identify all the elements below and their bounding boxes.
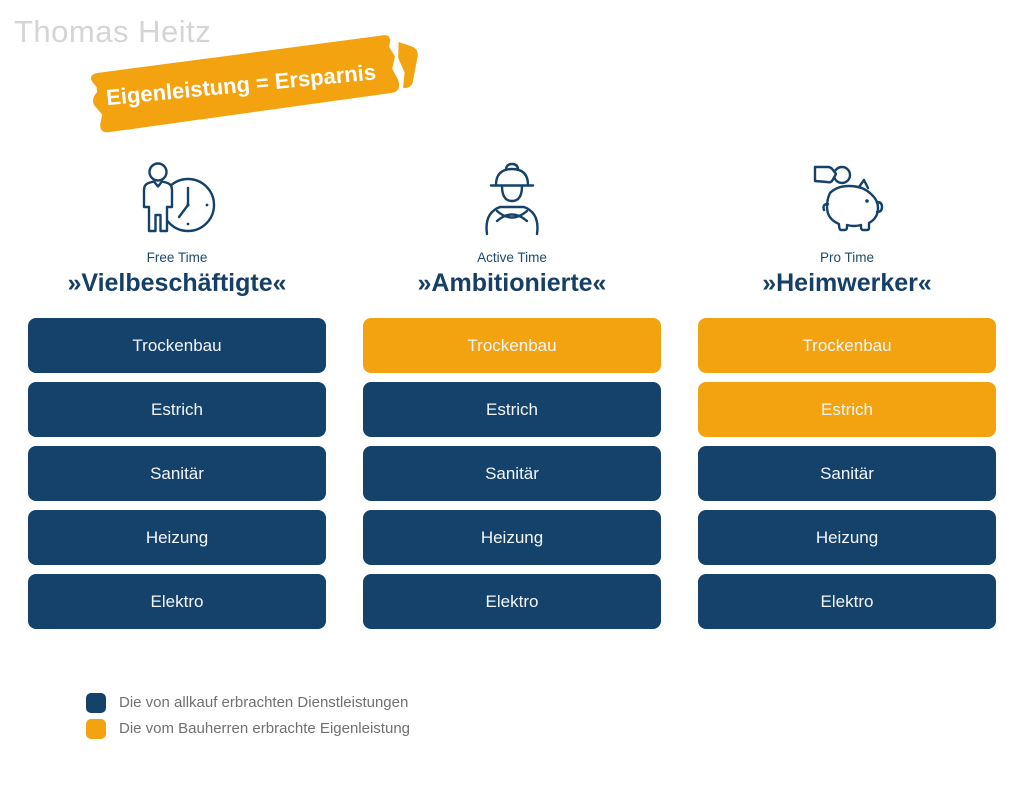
construction-worker-icon bbox=[472, 158, 552, 238]
bar-label: Trockenbau bbox=[802, 335, 892, 355]
legend-swatch-own bbox=[86, 719, 106, 739]
bar-sanitaer: Sanitär bbox=[363, 446, 661, 501]
bar-label: Estrich bbox=[151, 399, 203, 419]
persona-title: »Vielbeschäftigte« bbox=[67, 269, 287, 297]
time-label: Active Time bbox=[477, 250, 547, 265]
bar-heizung: Heizung bbox=[28, 510, 326, 565]
bar-label: Estrich bbox=[486, 399, 538, 419]
bar-elektro: Elektro bbox=[698, 574, 996, 629]
legend-label-own-work: Die vom Bauherren erbrachte Eigenleistun… bbox=[119, 720, 410, 737]
headline-banner: Eigenleistung = Ersparnis bbox=[81, 30, 427, 138]
bar-label: Heizung bbox=[145, 527, 209, 547]
bar-label: Trockenbau bbox=[467, 335, 557, 355]
bar-trockenbau: Trockenbau bbox=[698, 318, 996, 373]
time-label: Free Time bbox=[146, 250, 208, 265]
watermark: Thomas Heitz bbox=[14, 14, 212, 49]
bar-elektro: Elektro bbox=[363, 574, 661, 629]
legend-swatch-service bbox=[86, 693, 106, 713]
bar-stack: Trockenbau Estrich Sanitär Heizung Elekt… bbox=[698, 318, 996, 629]
bar-label: Sanitär bbox=[485, 463, 539, 483]
bar-label: Sanitär bbox=[820, 463, 874, 483]
persona-title: »Ambitionierte« bbox=[417, 269, 607, 297]
bar-label: Sanitär bbox=[150, 463, 204, 483]
persona-columns: Free Time »Vielbeschäftigte« Trockenbau … bbox=[28, 158, 996, 629]
column-ambitionierte: Active Time »Ambitionierte« Trockenbau E… bbox=[363, 158, 661, 629]
bar-heizung: Heizung bbox=[698, 510, 996, 565]
brush-stroke-icon bbox=[90, 35, 418, 133]
legend-item-services: Die von allkauf erbrachten Dienstleistun… bbox=[86, 693, 410, 713]
bar-label: Trockenbau bbox=[132, 335, 222, 355]
legend-item-own-work: Die vom Bauherren erbrachte Eigenleistun… bbox=[86, 719, 410, 739]
persona-title: »Heimwerker« bbox=[762, 269, 932, 297]
bar-trockenbau: Trockenbau bbox=[28, 318, 326, 373]
bar-elektro: Elektro bbox=[28, 574, 326, 629]
bar-label: Heizung bbox=[815, 527, 879, 547]
person-with-clock-icon bbox=[137, 158, 217, 238]
piggy-bank-icon bbox=[807, 158, 887, 238]
bar-sanitaer: Sanitär bbox=[698, 446, 996, 501]
bar-stack: Trockenbau Estrich Sanitär Heizung Elekt… bbox=[363, 318, 661, 629]
column-heimwerker: Pro Time »Heimwerker« Trockenbau Estrich… bbox=[698, 158, 996, 629]
bar-estrich: Estrich bbox=[698, 382, 996, 437]
bar-label: Elektro bbox=[150, 591, 204, 611]
bar-estrich: Estrich bbox=[28, 382, 326, 437]
bar-estrich: Estrich bbox=[363, 382, 661, 437]
bar-stack: Trockenbau Estrich Sanitär Heizung Elekt… bbox=[28, 318, 326, 629]
bar-label: Estrich bbox=[821, 399, 873, 419]
bar-label: Elektro bbox=[820, 591, 874, 611]
bar-trockenbau: Trockenbau bbox=[363, 318, 661, 373]
bar-heizung: Heizung bbox=[363, 510, 661, 565]
time-label: Pro Time bbox=[819, 250, 874, 265]
column-vielbeschaeftigte: Free Time »Vielbeschäftigte« Trockenbau … bbox=[28, 158, 326, 629]
bar-label: Heizung bbox=[480, 527, 544, 547]
legend: Die von allkauf erbrachten Dienstleistun… bbox=[86, 693, 410, 739]
bar-label: Elektro bbox=[485, 591, 539, 611]
bar-sanitaer: Sanitär bbox=[28, 446, 326, 501]
legend-label-services: Die von allkauf erbrachten Dienstleistun… bbox=[119, 694, 409, 711]
